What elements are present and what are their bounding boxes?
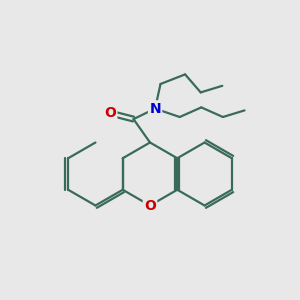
Text: O: O (144, 199, 156, 212)
Text: N: N (149, 102, 161, 116)
Text: O: O (104, 106, 116, 120)
